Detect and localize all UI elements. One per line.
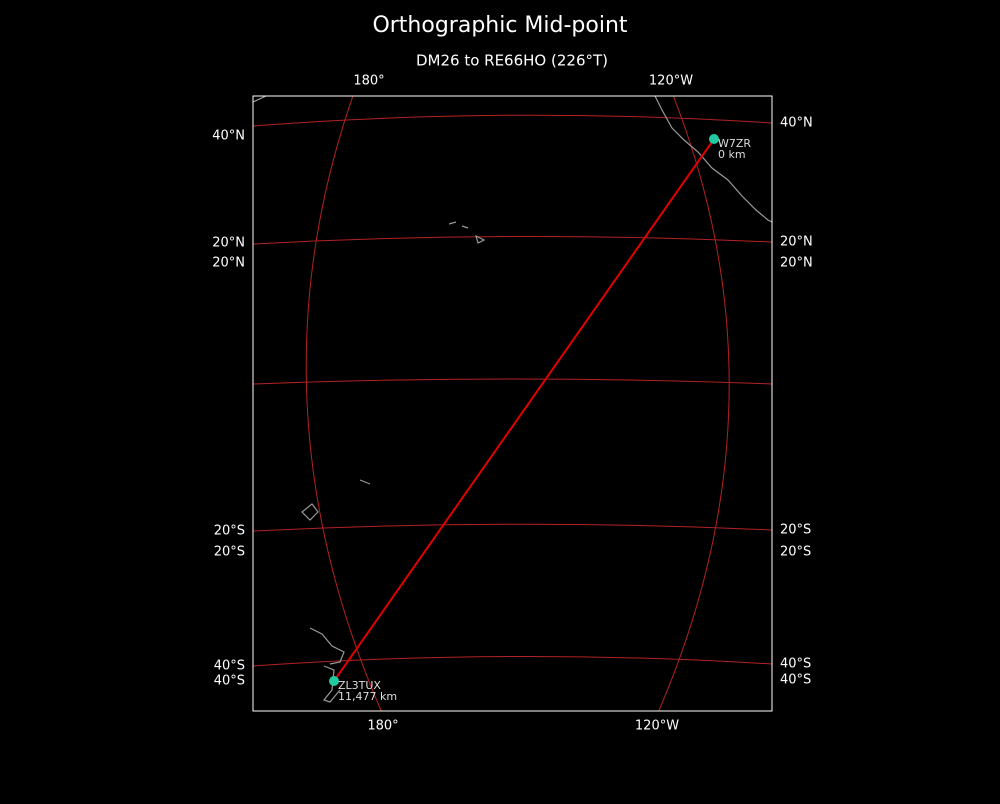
graticule [253,96,772,711]
subtitle: DM26 to RE66HO (226°T) [416,52,608,70]
right-label: 20°N [780,235,813,250]
coast [301,479,371,521]
right-label: 20°N [780,256,813,271]
top-label: 180° [353,74,384,89]
bottom-label: 180° [367,719,398,734]
bottom-label: 120°W [635,719,679,734]
meridian [658,96,730,711]
station-name: ZL3TUX [338,679,381,692]
coast [654,96,772,223]
meridian [305,96,382,711]
left-labels: 40°N 20°N 20°N 20°S 20°S 40°S40°S [212,129,245,689]
right-labels: 40°N 20°N 20°N 20°S 20°S 40°S40°S [780,116,813,688]
coast [309,627,345,703]
left-label: 40°S [214,659,245,674]
map-area [253,96,772,711]
top-label: 120°W [649,74,693,89]
parallel [253,114,772,127]
left-label: 20°N [212,236,245,251]
right-label: 40°S [780,657,811,672]
map-frame [252,95,773,712]
title: Orthographic Mid-point [372,13,627,38]
great-circle-path [333,138,715,682]
parallel [253,378,772,385]
station-distance: 11,477 km [338,690,397,703]
right-label: 20°S [780,523,811,538]
coastlines [253,96,772,703]
left-label: 20°S [214,524,245,539]
right-label: 40°S [780,673,811,688]
station-marker [329,676,339,686]
coast [253,96,267,103]
right-label: 40°N [780,116,813,131]
left-label: 20°S [214,545,245,560]
station-name: W7ZR [718,137,751,150]
left-label: 20°N [212,256,245,271]
parallel [253,523,772,532]
parallel [253,235,772,245]
station-marker [709,134,719,144]
coast [448,221,486,244]
station-distance: 0 km [718,148,746,161]
left-label: 40°S [214,674,245,689]
parallel [253,655,772,667]
left-label: 40°N [212,129,245,144]
right-label: 20°S [780,545,811,560]
